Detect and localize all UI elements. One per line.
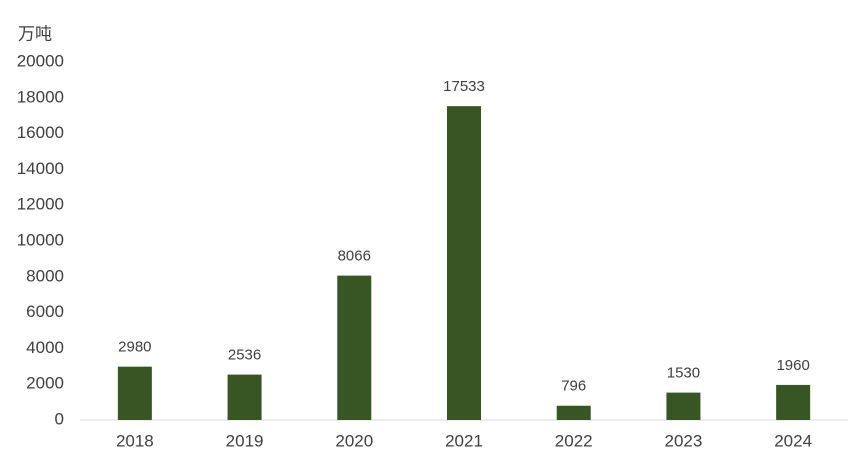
x-tick-label: 2023 xyxy=(665,431,703,450)
data-label: 1530 xyxy=(667,365,700,382)
x-tick-label: 2021 xyxy=(445,431,483,450)
y-tick-label: 0 xyxy=(55,409,64,428)
data-label: 2536 xyxy=(228,347,261,364)
bar xyxy=(776,384,811,420)
x-tick-label: 2022 xyxy=(555,431,593,450)
y-tick-label: 16000 xyxy=(17,123,64,142)
data-label: 2980 xyxy=(118,339,151,356)
x-tick-label: 2018 xyxy=(116,431,154,450)
data-label: 1960 xyxy=(776,357,809,374)
y-tick-label: 14000 xyxy=(17,159,64,178)
y-tick-label: 12000 xyxy=(17,195,64,214)
x-tick-label: 2020 xyxy=(335,431,373,450)
data-label: 796 xyxy=(561,378,586,395)
y-axis-unit: 万吨 xyxy=(18,24,52,43)
y-tick-label: 2000 xyxy=(26,374,64,393)
bar xyxy=(447,106,481,420)
x-tick-label: 2019 xyxy=(226,431,264,450)
bar xyxy=(666,392,701,420)
bar xyxy=(227,374,262,420)
y-tick-label: 18000 xyxy=(17,87,64,106)
bar xyxy=(117,366,152,420)
x-tick-label: 2024 xyxy=(774,431,812,450)
y-tick-label: 20000 xyxy=(17,51,64,70)
data-label: 17533 xyxy=(443,78,485,95)
y-tick-label: 10000 xyxy=(17,230,64,249)
y-tick-label: 4000 xyxy=(26,338,64,357)
bar xyxy=(337,275,372,420)
data-label: 8066 xyxy=(338,248,371,265)
y-tick-label: 8000 xyxy=(26,266,64,285)
bar xyxy=(556,405,591,420)
y-tick-label: 6000 xyxy=(26,302,64,321)
